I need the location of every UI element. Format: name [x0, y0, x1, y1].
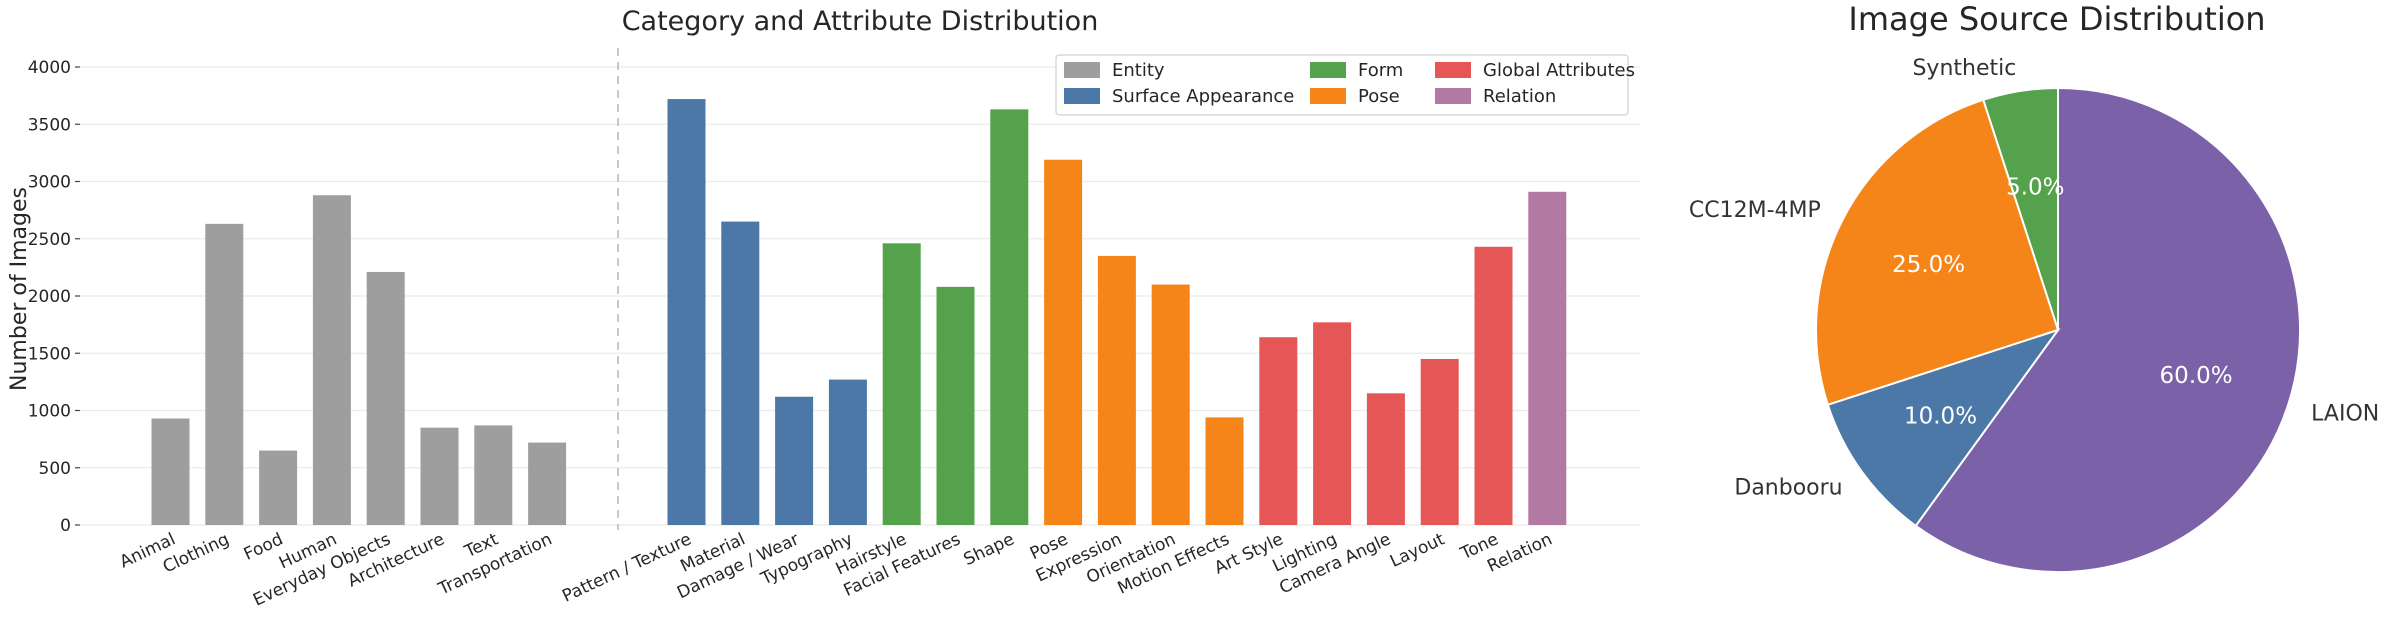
- bar: [1151, 284, 1190, 525]
- pie-chart: Image Source Distribution 60.0% LAION 5.0%…: [1689, 0, 2379, 573]
- y-tick-label: 4000: [28, 58, 71, 78]
- bar: [882, 243, 921, 525]
- legend-swatch: [1064, 62, 1100, 78]
- legend-swatch: [1435, 88, 1471, 104]
- legend-label: Pose: [1358, 86, 1400, 107]
- legend-swatch: [1064, 88, 1100, 104]
- y-tick-label: 3500: [28, 115, 71, 135]
- pie-percent-label: 60.0%: [2160, 363, 2233, 389]
- pie-slice: [1814, 98, 2060, 407]
- pie-slice-label: CC12M-4MP: [1689, 198, 1821, 223]
- legend-label: Entity: [1112, 60, 1165, 81]
- bar-chart: Category and Attribute Distribution 0 500…: [7, 6, 1640, 611]
- legend-label: Surface Appearance: [1112, 86, 1294, 107]
- y-tick-label: 1500: [28, 344, 71, 364]
- pie-slice-label: Danbooru: [1734, 475, 1842, 500]
- pie-slice-label: Synthetic: [1912, 56, 2016, 81]
- legend-swatch: [1310, 62, 1346, 78]
- legend-frame: [1055, 54, 1629, 116]
- bar: [420, 427, 459, 525]
- x-tick-label: Shape: [961, 529, 1018, 570]
- pie-percent-label: 10.0%: [1904, 403, 1977, 429]
- bar: [936, 286, 975, 525]
- bar: [721, 221, 760, 525]
- pie-slice: [1914, 86, 2301, 573]
- bar: [1044, 159, 1083, 525]
- bar: [1474, 246, 1513, 525]
- legend-label: Relation: [1483, 86, 1556, 107]
- bar: [1313, 322, 1352, 525]
- bar: [259, 450, 298, 525]
- y-axis-ticks: 0 500 1000 1500 2000 2500 3000 3500 4000: [28, 58, 80, 536]
- bar: [1366, 393, 1405, 525]
- legend-label: Form: [1358, 60, 1403, 81]
- pie-percent-label: 5.0%: [2006, 175, 2064, 201]
- pie-labels: 60.0% LAION 5.0% Synthetic 25.0% CC12M-4MP 10.…: [1689, 56, 2379, 500]
- pie-slice-label: LAION: [2311, 401, 2379, 426]
- pie-chart-title: Image Source Distribution: [1848, 0, 2265, 38]
- bar: [366, 271, 405, 525]
- bar: [474, 425, 513, 525]
- legend-swatch: [1310, 88, 1346, 104]
- bar: [1528, 191, 1567, 525]
- y-tick-label: 0: [60, 516, 71, 536]
- y-tick-label: 2000: [28, 287, 71, 307]
- y-tick-label: 2500: [28, 230, 71, 250]
- bar: [1205, 417, 1244, 525]
- bar: [528, 442, 567, 525]
- pie-percent-label: 25.0%: [1892, 252, 1965, 278]
- x-tick-label: Layout: [1387, 529, 1448, 572]
- bar: [1097, 255, 1136, 526]
- bar: [828, 379, 867, 525]
- x-tick-label: Pattern / Texture: [559, 529, 694, 606]
- pie-slice: [1826, 328, 2061, 528]
- bar: [312, 195, 351, 526]
- y-tick-label: 500: [39, 459, 71, 479]
- bar: [667, 99, 706, 525]
- y-axis-label: Number of Images: [7, 187, 32, 391]
- y-tick-label: 3000: [28, 173, 71, 193]
- legend-swatch: [1435, 62, 1471, 78]
- bar-chart-title: Category and Attribute Distribution: [622, 6, 1099, 37]
- bar: [990, 109, 1029, 526]
- bar: [1420, 358, 1459, 525]
- legend-label: Global Attributes: [1483, 60, 1635, 81]
- pie-slices: [1814, 86, 2301, 573]
- bar: [1259, 337, 1298, 525]
- bars: [151, 99, 1567, 526]
- y-tick-label: 1000: [28, 402, 71, 422]
- bar: [151, 418, 190, 525]
- bar: [775, 396, 814, 525]
- bar: [205, 223, 244, 526]
- legend: Entity Surface Appearance Form Pose Global A…: [1055, 54, 1635, 116]
